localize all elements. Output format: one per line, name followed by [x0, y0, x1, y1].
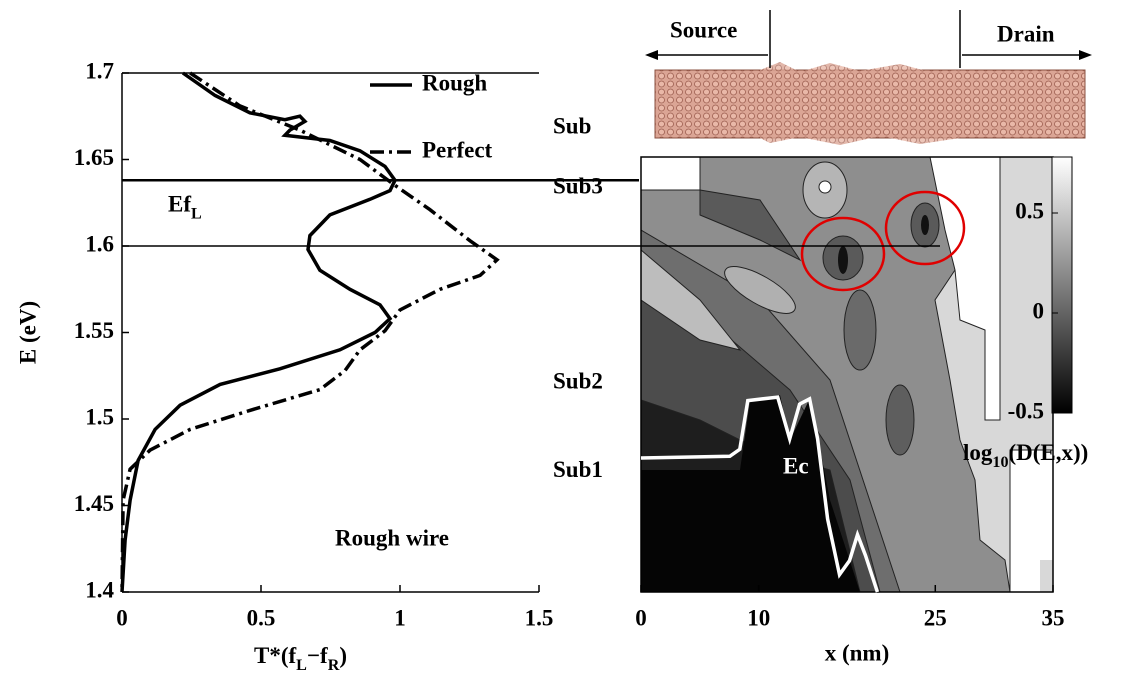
band-edge-label: Ec: [783, 453, 809, 478]
x-axis-label-part: R: [328, 657, 340, 674]
contour-field: [641, 157, 1053, 592]
x-axis-label-part: −f: [307, 643, 328, 668]
legend-label: Perfect: [422, 137, 493, 162]
y-tick-label: 1.5: [85, 404, 114, 429]
x-tick-label: 0: [635, 605, 647, 630]
y-tick-label: 1.55: [74, 318, 114, 343]
subband-label: Sub1: [553, 457, 603, 482]
structure-label: Source: [670, 17, 737, 42]
colorbar-label-part: 10: [992, 454, 1008, 471]
legend-label: Rough: [422, 70, 487, 95]
reference-label-part: L: [191, 205, 202, 222]
x-axis-label-part: L: [296, 657, 307, 674]
y-tick-label: 1.6: [85, 231, 114, 256]
x-tick-label: 35: [1042, 605, 1065, 630]
x-tick-label: 10: [747, 605, 770, 630]
x-axis-label: T*(fL−fR): [254, 643, 347, 674]
x-tick-label: 0: [116, 605, 128, 630]
colorbar-tick-label: 0.5: [1015, 198, 1044, 223]
y-tick-label: 1.45: [74, 491, 114, 516]
colorbar-label-part: (D(E,x)): [1008, 440, 1088, 465]
reference-label: EfL: [168, 192, 202, 223]
reference-label-part: Ef: [168, 192, 191, 217]
colorbar-tick-label: -0.5: [1008, 398, 1044, 423]
x-axis-label: x (nm): [825, 640, 890, 665]
structure-label: Drain: [997, 21, 1055, 46]
colorbar: [1052, 157, 1072, 413]
subband-label: Sub3: [553, 174, 603, 199]
figure: 1.41.451.51.551.61.651.700.511.5T*(fL−fR…: [0, 0, 1147, 679]
y-tick-label: 1.65: [74, 145, 114, 170]
x-tick-label: 0.5: [247, 605, 276, 630]
data-line: [122, 73, 395, 592]
x-axis-label-part: ): [339, 643, 347, 668]
x-tick-label: 25: [924, 605, 947, 630]
colorbar-label-part: log: [963, 440, 993, 465]
colorbar-tick-label: 0: [1033, 298, 1045, 323]
x-tick-label: 1.5: [525, 605, 554, 630]
annotation: Rough wire: [335, 525, 449, 550]
y-tick-label: 1.7: [85, 58, 114, 83]
structure-label: Sub: [553, 113, 591, 138]
subband-label: Sub2: [553, 368, 603, 393]
y-axis-label: E (eV): [15, 301, 40, 364]
y-tick-label: 1.4: [85, 577, 114, 602]
x-tick-label: 1: [394, 605, 406, 630]
x-axis-label-part: T*(f: [254, 643, 297, 668]
